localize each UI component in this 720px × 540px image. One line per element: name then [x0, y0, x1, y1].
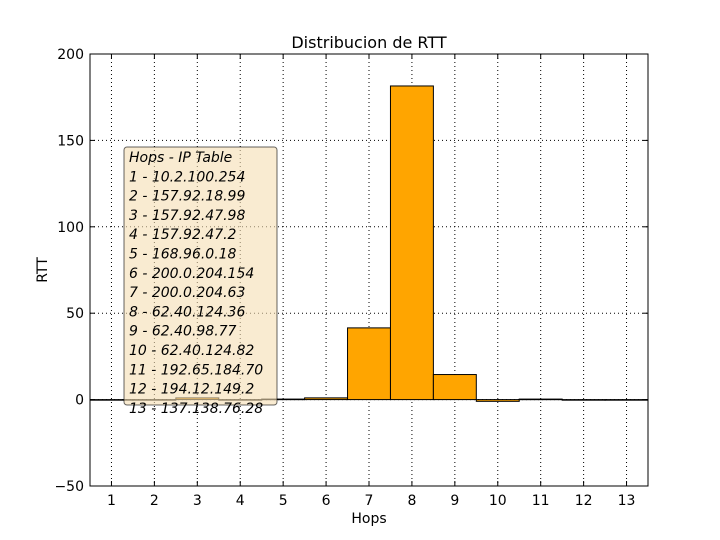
y-tick-label: 150 — [57, 133, 84, 149]
bar — [432, 374, 477, 401]
bar — [389, 85, 434, 401]
y-axis-label: RTT — [35, 257, 51, 283]
annotation-box — [123, 146, 278, 406]
bar — [304, 397, 349, 401]
chart-title: Distribucion de RTT — [291, 33, 446, 52]
bar — [561, 399, 606, 401]
y-tick-label: 50 — [66, 306, 84, 322]
annotation-line: 9 - 62.40.98.77 — [129, 324, 237, 340]
x-tick-label: 9 — [450, 493, 459, 509]
y-tick-label: 200 — [57, 47, 84, 63]
annotation-line: 12 - 194.12.149.2 — [129, 382, 254, 398]
x-tick-label: 4 — [236, 493, 245, 509]
x-tick-label: 13 — [618, 493, 636, 509]
x-axis-label: Hops — [351, 511, 386, 527]
x-tick-label: 3 — [193, 493, 202, 509]
y-tick-label: 0 — [75, 393, 84, 409]
y-tick-label: 100 — [57, 220, 84, 236]
annotation-lines: 1 - 10.2.100.254 2 - 157.92.18.99 3 - 157.… — [129, 169, 263, 417]
ip-table-annotation: Hops - IP Table 1 - 10.2.100.254 2 - 157.… — [123, 146, 278, 417]
bar — [518, 398, 563, 401]
bar — [604, 399, 649, 401]
bar — [347, 327, 391, 401]
x-tick-label: 12 — [575, 493, 593, 509]
annotation-line: 1 - 10.2.100.254 — [129, 169, 245, 185]
annotation-line: 13 - 137.138.76.28 — [129, 401, 263, 417]
x-tick-label: 8 — [407, 493, 416, 509]
y-tick-labels: −50 0 50 100 150 200 — [54, 47, 84, 495]
x-tick-label: 11 — [532, 493, 550, 509]
annotation-line: 3 - 157.92.47.98 — [129, 208, 245, 224]
x-tick-label: 1 — [107, 493, 116, 509]
axis-ticks — [90, 53, 648, 487]
annotation-line: 2 - 157.92.18.99 — [129, 189, 245, 205]
annotation-line: 5 - 168.96.0.18 — [129, 247, 237, 263]
x-tick-label: 7 — [365, 493, 374, 509]
annotation-line: 6 - 200.0.204.154 — [129, 266, 254, 282]
annotation-line: 8 - 62.40.124.36 — [129, 304, 245, 320]
annotation-line: 7 - 200.0.204.63 — [129, 285, 245, 301]
annotation-line: 11 - 192.65.184.70 — [129, 362, 263, 378]
x-tick-label: 2 — [150, 493, 159, 509]
annotation-line: 10 - 62.40.124.82 — [129, 343, 254, 359]
x-tick-labels: 1 2 3 4 5 6 7 8 9 10 11 12 13 — [107, 493, 635, 509]
annotation-title: Hops - IP Table — [129, 150, 232, 166]
x-tick-label: 5 — [279, 493, 288, 509]
annotation-line: 4 - 157.92.47.2 — [129, 227, 237, 243]
y-tick-label: −50 — [54, 479, 84, 495]
bar — [475, 399, 520, 402]
x-tick-label: 6 — [322, 493, 331, 509]
x-tick-label: 10 — [489, 493, 507, 509]
